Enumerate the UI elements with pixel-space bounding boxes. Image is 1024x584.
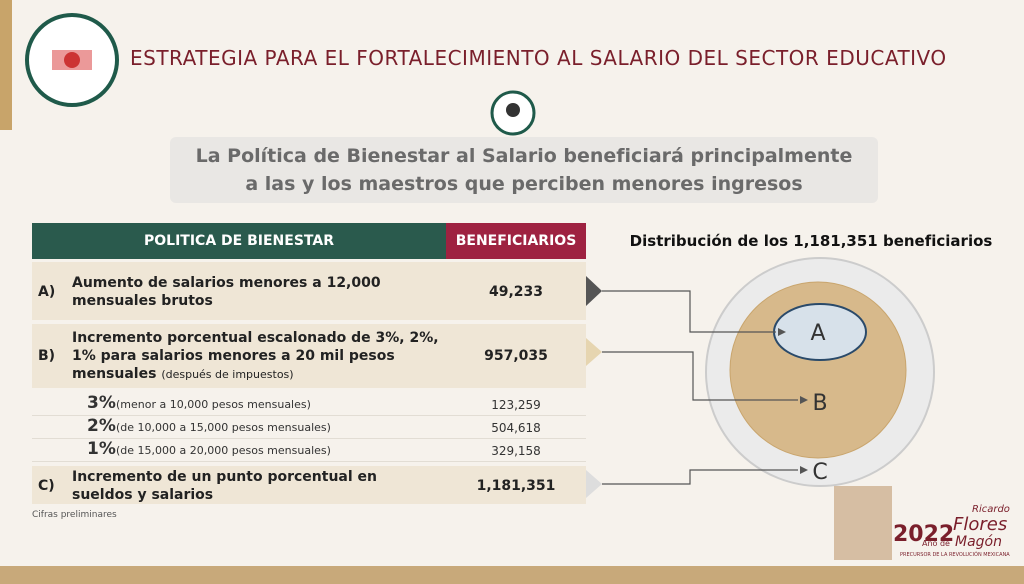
logo-tagline: PRECURSOR DE LA REVOLUCIÓN MEXICANA bbox=[900, 551, 1010, 558]
pct: 2% bbox=[87, 416, 116, 436]
arrowheads bbox=[778, 328, 808, 474]
title: ESTRATEGIA PARA EL FORTALECIMIENTO AL SA… bbox=[130, 46, 947, 70]
desc: (de 10,000 a 15,000 pesos mensuales) bbox=[116, 421, 331, 434]
row-letter: A) bbox=[38, 284, 56, 300]
value: 123,259 bbox=[491, 398, 541, 412]
subtitle-line: La Política de Bienestar al Salario bene… bbox=[195, 145, 853, 167]
table-header: BENEFICIARIOS bbox=[446, 223, 586, 259]
arrow-a bbox=[586, 276, 602, 306]
row-text: Incremento porcentual escalonado de 3%, … bbox=[72, 329, 442, 384]
label-b: B bbox=[812, 391, 827, 416]
row-letter: C) bbox=[38, 478, 55, 494]
logo-name: Ricardo bbox=[972, 504, 1010, 515]
table-header: POLITICA DE BIENESTAR bbox=[32, 223, 446, 259]
subtitle-line: a las y los maestros que perciben menore… bbox=[245, 173, 803, 195]
row: C) Incremento de un punto porcentual en … bbox=[32, 466, 586, 504]
footnote: Cifras preliminares bbox=[32, 510, 117, 520]
row: B) Incremento porcentual escalonado de 3… bbox=[32, 324, 586, 388]
logo-year: 2022 bbox=[893, 522, 954, 547]
logo-name: Flores bbox=[953, 514, 1007, 535]
bottom-band bbox=[0, 566, 1024, 584]
pct: 1% bbox=[87, 439, 116, 459]
row-text: Aumento de salarios menores a 12,000 men… bbox=[72, 275, 381, 309]
portrait bbox=[834, 486, 892, 560]
arrowhead bbox=[800, 466, 808, 474]
connector-a bbox=[602, 290, 776, 333]
subrow: 1% (de 15,000 a 20,000 pesos mensuales) 32… bbox=[32, 438, 586, 462]
logo-ano: Año de bbox=[922, 539, 950, 548]
row-value: 1,181,351 bbox=[476, 478, 556, 494]
desc: (menor a 10,000 pesos mensuales) bbox=[116, 398, 311, 411]
arrowhead bbox=[800, 396, 808, 404]
connector-c bbox=[602, 469, 798, 485]
row-text-main: Incremento porcentual escalonado de 3%, … bbox=[72, 330, 439, 382]
bulb-icon bbox=[506, 103, 520, 117]
arrow-b bbox=[586, 338, 602, 366]
value: 504,618 bbox=[491, 421, 541, 435]
connectors bbox=[602, 290, 798, 485]
row-text: Incremento de un punto porcentual en sue… bbox=[72, 469, 377, 503]
value: 329,158 bbox=[491, 444, 541, 458]
connector-b bbox=[602, 351, 798, 401]
subrow: 2% (de 10,000 a 15,000 pesos mensuales) 50… bbox=[32, 415, 586, 439]
logo-name: Magón bbox=[955, 534, 1002, 550]
arrow-c bbox=[586, 470, 602, 498]
diagram-title: Distribución de los 1,181,351 beneficiar… bbox=[630, 232, 993, 250]
row-letter: B) bbox=[38, 348, 56, 364]
heart-icon bbox=[64, 52, 80, 68]
label-a: A bbox=[810, 321, 825, 346]
label-c: C bbox=[812, 460, 827, 485]
pct: 3% bbox=[87, 393, 116, 413]
row-value: 49,233 bbox=[488, 284, 544, 300]
row: A) Aumento de salarios menores a 12,000 … bbox=[32, 262, 586, 320]
side-bar bbox=[0, 0, 12, 130]
subtitle: La Política de Bienestar al Salario bene… bbox=[170, 137, 878, 203]
row-value: 957,035 bbox=[484, 348, 548, 364]
subrow: 3% (menor a 10,000 pesos mensuales) 123,25… bbox=[32, 392, 586, 416]
row-note: (después de impuestos) bbox=[161, 368, 294, 381]
desc: (de 15,000 a 20,000 pesos mensuales) bbox=[116, 444, 331, 457]
arrowhead bbox=[778, 328, 786, 336]
